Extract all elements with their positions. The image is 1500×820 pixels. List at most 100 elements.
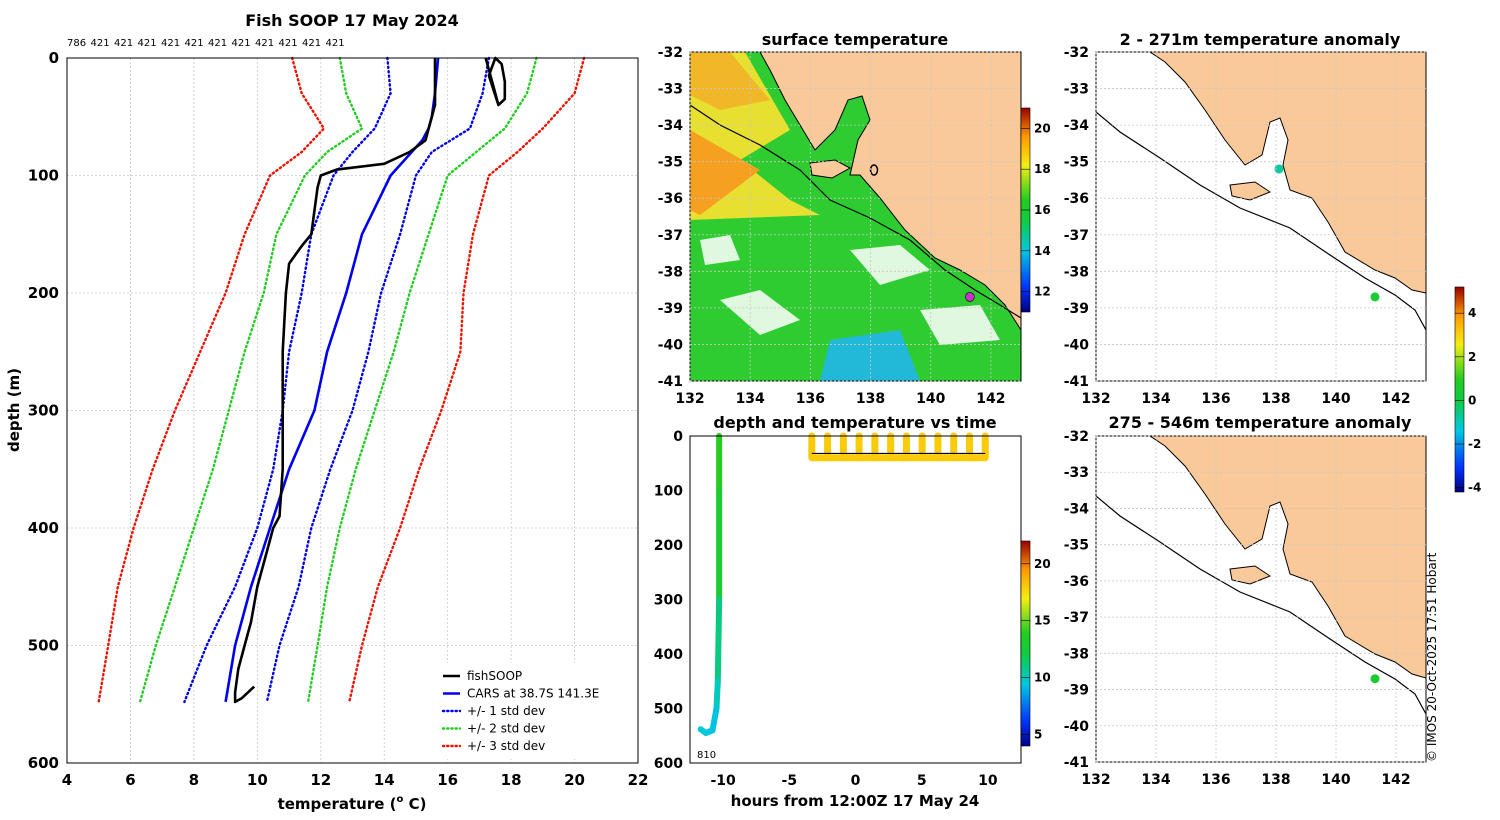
- sst-map-ytick: -34: [658, 118, 684, 134]
- profile-top-count: 421: [232, 38, 251, 49]
- profile-top-count: 786: [67, 38, 86, 49]
- anomaly-colorbar-tick: -2: [1468, 437, 1481, 451]
- time-xtick: 5: [917, 773, 927, 789]
- sst-map-ytick: -33: [658, 82, 683, 98]
- profile-top-count: 421: [91, 38, 110, 49]
- sst-map-ytick: -38: [658, 264, 683, 280]
- anomaly-upper-xtick: 134: [1141, 391, 1170, 407]
- profile-xtick: 16: [437, 771, 458, 789]
- time-panel: depth and temperature vs time -10 -5 0 5 100…: [654, 413, 1051, 810]
- anomaly-lower-island: [1229, 565, 1272, 585]
- anomaly-upper-ytick: -40: [1064, 337, 1090, 353]
- anomaly-lower-ytick: -37: [1064, 610, 1089, 626]
- time-profile-segment: [713, 678, 721, 712]
- sst-map-xtick: 136: [796, 391, 825, 407]
- profile-ytick: 500: [28, 637, 59, 655]
- anomaly-colorbar-tick: 0: [1468, 393, 1476, 407]
- profile-series-line: [306, 56, 538, 704]
- sst-colorbar-tick: 12: [1034, 285, 1051, 299]
- time-panel-axes-box: [689, 435, 1022, 764]
- profile-series-line: [348, 56, 586, 704]
- time-ytick: 600: [654, 756, 683, 772]
- profile-xtick: 12: [310, 771, 331, 789]
- anomaly-lower-ytick: -33: [1064, 465, 1089, 481]
- sst-colorbar-tick: 14: [1034, 244, 1051, 258]
- profile-lines: [97, 56, 586, 704]
- anomaly-upper-ytick: -39: [1064, 301, 1089, 317]
- sst-map-xtick: 140: [916, 391, 945, 407]
- sst-colorbar-tick: 18: [1034, 162, 1051, 176]
- time-colorbar-tick: 15: [1034, 614, 1051, 628]
- anomaly-upper-xtick: 140: [1321, 391, 1350, 407]
- anomaly-upper-ytick: -34: [1064, 118, 1090, 134]
- profile-xtick: 14: [374, 771, 395, 789]
- anomaly-colorbar-ticks: -4 -2 0 2 4: [1455, 306, 1481, 495]
- profile-ytick: 600: [28, 754, 59, 772]
- anomaly-lower-xtick: 138: [1261, 772, 1290, 788]
- profile-ytick: 100: [28, 167, 59, 185]
- time-ytick: 0: [673, 429, 683, 445]
- anomaly-lower-map: [1096, 436, 1426, 762]
- anomaly-lower-ytick: -32: [1064, 429, 1089, 445]
- time-panel-annotation: 810: [697, 750, 716, 761]
- anomaly-upper-xtick: 136: [1201, 391, 1230, 407]
- anomaly-upper-xtick: 138: [1261, 391, 1290, 407]
- anomaly-upper-ytick: -36: [1064, 191, 1089, 207]
- time-xtick: 0: [851, 773, 861, 789]
- anomaly-upper-land: [1149, 52, 1426, 294]
- profile-xtick: 6: [125, 771, 135, 789]
- anomaly-lower-title: 275 - 546m temperature anomaly: [1109, 413, 1412, 432]
- anomaly-upper-point: [1370, 292, 1380, 302]
- sst-land-island: [809, 159, 852, 179]
- profile-top-count: 421: [138, 38, 157, 49]
- sst-map-xtick: 132: [675, 391, 704, 407]
- profile-ticks: 4 6 8 10 12 14 16 18 20 22 0 100 200 300 400 500 600: [28, 49, 649, 789]
- profile-top-count: 421: [255, 38, 274, 49]
- sst-map-xtick: 134: [736, 391, 765, 407]
- profile-xlabel-start: temperature (: [278, 795, 397, 813]
- anomaly-upper-panel: 2 - 271m temperature anomaly 132 134 136 13…: [1064, 30, 1482, 495]
- legend-box: [437, 663, 634, 759]
- credit-text: © IMOS 20-Oct-2025 17:51 Hobart: [1425, 552, 1439, 762]
- profile-series-line: [233, 58, 437, 704]
- profile-panel: Fish SOOP 17 May 2024 786 421 421 421 421 421…: [5, 11, 648, 813]
- profile-xtick: 8: [189, 771, 199, 789]
- anomaly-lower-ytick: -34: [1064, 501, 1090, 517]
- sst-map-ytick: -40: [658, 337, 684, 353]
- time-colorbar-ticks: 5 10 15 20: [1021, 557, 1051, 742]
- sst-location-marker: [965, 292, 975, 302]
- anomaly-upper-map: [1096, 52, 1426, 381]
- sst-map-ytick: -36: [658, 191, 683, 207]
- anomaly-lower-ytick: -38: [1064, 646, 1089, 662]
- profile-ytick: 400: [28, 519, 59, 537]
- time-colorbar-tick: 10: [1034, 671, 1051, 685]
- profile-xtick: 20: [564, 771, 585, 789]
- profile-ytick: 200: [28, 284, 59, 302]
- anomaly-lower-xtick: 132: [1081, 772, 1110, 788]
- profile-top-counts: 786 421 421 421 421 421 421 421 421 421 421 421: [67, 38, 345, 49]
- profile-xtick: 4: [62, 771, 72, 789]
- time-panel-xlabel: hours from 12:00Z 17 May 24: [731, 792, 980, 810]
- time-ytick: 500: [654, 702, 683, 718]
- sst-map-panel: surface temperature 132 134 136 138 140 142 -3…: [658, 30, 1051, 407]
- sst-colorbar-ticks: 12 14 16 18 20: [1021, 121, 1051, 299]
- sst-cloud-gaps: [700, 235, 1000, 345]
- sst-map-ytick: -35: [658, 155, 683, 171]
- anomaly-colorbar-tick: 4: [1468, 306, 1476, 320]
- anomaly-lower-contour: [1096, 495, 1426, 715]
- time-panel-title: depth and temperature vs time: [713, 413, 996, 432]
- profile-xtick: 10: [247, 771, 268, 789]
- anomaly-upper-point: [1274, 164, 1284, 174]
- anomaly-upper-xtick: 142: [1381, 391, 1410, 407]
- profile-top-count: 421: [114, 38, 133, 49]
- sst-map-ytick: -41: [658, 374, 683, 390]
- anomaly-lower-ytick: -36: [1064, 574, 1089, 590]
- profile-top-count: 421: [161, 38, 180, 49]
- anomaly-upper-ytick: -32: [1064, 45, 1089, 61]
- anomaly-upper-ytick: -38: [1064, 264, 1089, 280]
- legend-label: fishSOOP: [467, 669, 522, 683]
- time-xtick: -10: [710, 773, 736, 789]
- sst-colorbar-tick: 16: [1034, 203, 1051, 217]
